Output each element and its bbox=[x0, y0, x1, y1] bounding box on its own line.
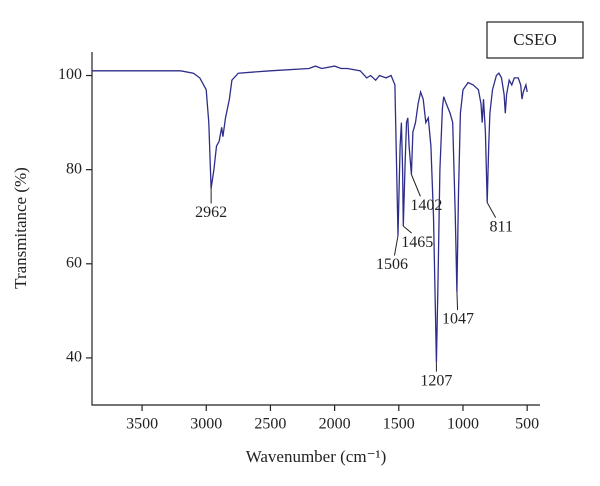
annotation-leader bbox=[486, 202, 497, 218]
y-tick-label: 40 bbox=[66, 349, 82, 366]
legend-box bbox=[486, 21, 584, 59]
annotation-leader bbox=[402, 225, 413, 234]
x-tick-label: 3500 bbox=[126, 416, 158, 433]
annotation: 811 bbox=[490, 218, 513, 235]
annotation: 1207 bbox=[420, 372, 452, 389]
x-tick-label: 500 bbox=[515, 416, 539, 433]
y-tick-label: 100 bbox=[58, 66, 82, 83]
annotation-leader bbox=[393, 235, 399, 256]
annotation: 1506 bbox=[376, 256, 408, 273]
y-tick-label: 60 bbox=[66, 254, 82, 271]
annotation-leader bbox=[410, 174, 421, 197]
annotation: 1047 bbox=[442, 311, 474, 328]
x-tick-label: 1000 bbox=[447, 416, 479, 433]
x-tick-label: 3000 bbox=[190, 416, 222, 433]
annotation: 1465 bbox=[401, 234, 433, 251]
y-axis-label: Transmitance (%) bbox=[11, 167, 30, 289]
y-tick-label: 80 bbox=[66, 160, 82, 177]
annotation: 1402 bbox=[410, 197, 442, 214]
x-tick-label: 2000 bbox=[319, 416, 351, 433]
annotation-leader bbox=[456, 292, 459, 311]
x-tick-label: 2500 bbox=[254, 416, 286, 433]
axes bbox=[91, 52, 540, 406]
spectrum-line bbox=[92, 65, 528, 363]
annotation: 2962 bbox=[195, 204, 227, 221]
legend-label: CSEO bbox=[513, 30, 556, 49]
x-axis-label: Wavenumber (cm⁻¹) bbox=[246, 447, 387, 466]
x-tick-label: 1500 bbox=[383, 416, 415, 433]
